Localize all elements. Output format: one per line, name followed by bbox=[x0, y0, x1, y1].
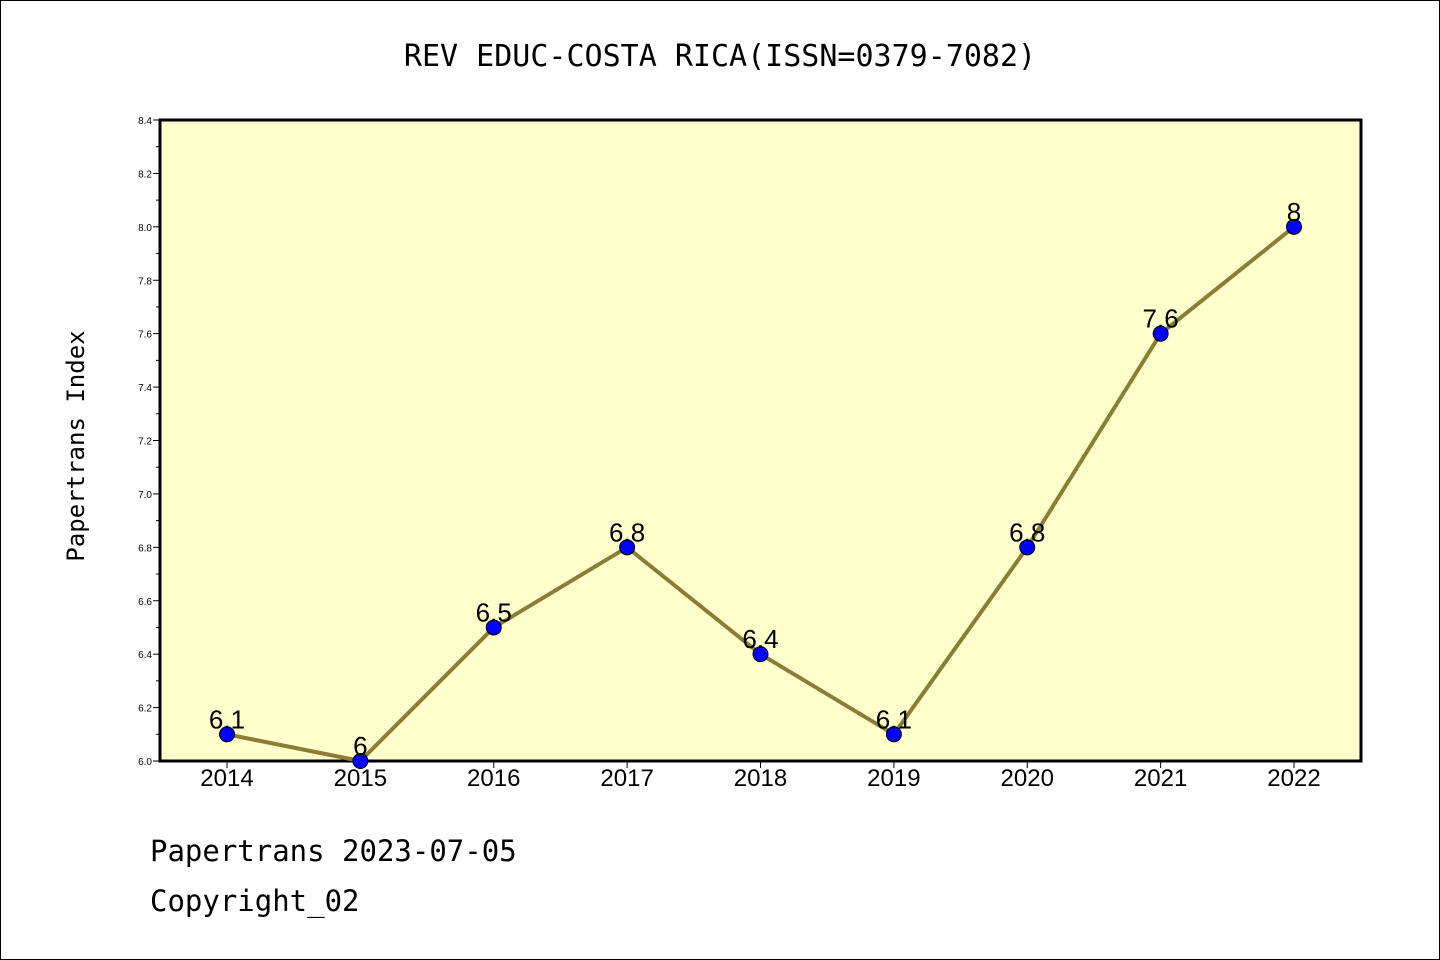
data-point bbox=[885, 726, 902, 743]
x-tick-label: 2022 bbox=[1267, 765, 1320, 792]
y-tick-label: 8.0 bbox=[138, 223, 152, 234]
x-tick-label: 2014 bbox=[200, 765, 253, 792]
x-tick-label: 2020 bbox=[1001, 765, 1054, 792]
x-tick-label: 2018 bbox=[734, 765, 787, 792]
data-point bbox=[619, 539, 636, 556]
y-tick-label: 8.2 bbox=[138, 169, 152, 180]
footer-copyright-text: Copyright_02 bbox=[150, 884, 360, 918]
data-label: 6.8 bbox=[1009, 517, 1045, 547]
y-tick-label: 7.4 bbox=[138, 383, 152, 394]
series-line bbox=[219, 218, 1302, 769]
data-point bbox=[352, 753, 369, 769]
x-tick-label: 2016 bbox=[467, 765, 520, 792]
footer-date-text: Papertrans 2023-07-05 bbox=[150, 834, 517, 868]
data-point bbox=[219, 726, 235, 743]
data-label: 6.4 bbox=[742, 624, 778, 654]
y-tick-label: 6.8 bbox=[138, 543, 152, 554]
y-tick-label: 8.4 bbox=[138, 116, 152, 127]
chart-title: REV EDUC-COSTA RICA(ISSN=0379-7082) bbox=[404, 39, 1036, 74]
y-tick-label: 6.4 bbox=[138, 650, 152, 661]
y-tick-label: 6.2 bbox=[138, 704, 152, 715]
y-tick-label: 7.2 bbox=[138, 437, 152, 448]
y-axis-label: Papertrans Index bbox=[62, 330, 90, 561]
x-tick-label: 2021 bbox=[1134, 765, 1187, 792]
x-axis: 2014 2015 2016 2017 2018 2019 2020 2021 2022 bbox=[200, 761, 1321, 792]
y-tick-label: 7.0 bbox=[138, 490, 152, 501]
x-tick-label: 2017 bbox=[600, 765, 653, 792]
data-label: 6.8 bbox=[609, 517, 645, 547]
data-label: 7.6 bbox=[1143, 304, 1179, 334]
data-point bbox=[485, 619, 502, 636]
data-point bbox=[1286, 218, 1302, 235]
y-tick-label: 7.6 bbox=[138, 330, 152, 341]
data-label: 8 bbox=[1287, 197, 1301, 227]
data-label: 6.5 bbox=[476, 597, 512, 627]
y-tick-label: 6.0 bbox=[138, 757, 152, 768]
data-point bbox=[1019, 539, 1036, 556]
data-label: 6.1 bbox=[209, 704, 245, 734]
data-point bbox=[752, 646, 769, 663]
plot-area bbox=[158, 118, 1363, 763]
data-label: 6.1 bbox=[876, 704, 912, 734]
y-tick-label: 6.6 bbox=[138, 597, 152, 608]
data-label: 6 bbox=[353, 731, 367, 761]
y-tick-label: 7.8 bbox=[138, 276, 152, 287]
data-labels: 6.1 6 6.5 6.8 6.4 6.1 6.8 7.6 8 bbox=[209, 197, 1301, 761]
y-axis: 6.0 6.2 6.4 6.6 6.8 7.0 7.2 7.4 7.6 7.8 8.0 8.2 8.4 bbox=[138, 116, 160, 768]
x-tick-label: 2019 bbox=[867, 765, 920, 792]
x-tick-label: 2015 bbox=[334, 765, 387, 792]
data-point bbox=[1152, 325, 1169, 342]
